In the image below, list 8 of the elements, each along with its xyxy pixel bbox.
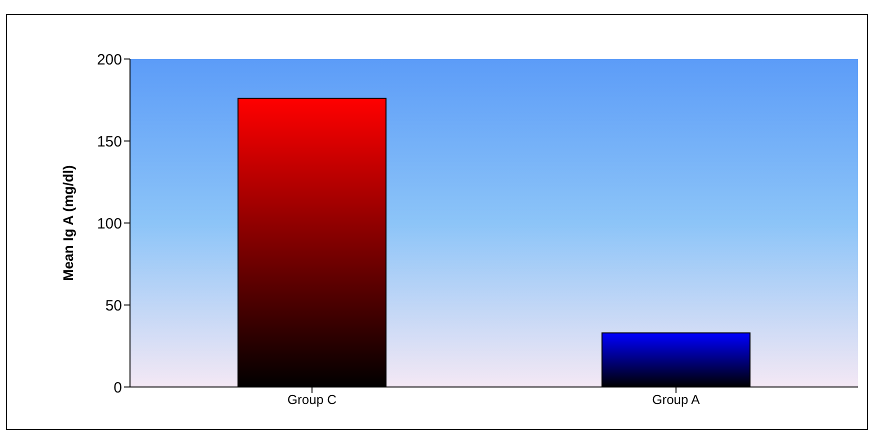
y-axis-title: Mean Ig A (mg/dl): [60, 165, 76, 281]
y-tick-label: 200: [96, 51, 122, 68]
x-tick-label: Group C: [287, 392, 337, 408]
y-tick-label: 100: [96, 215, 122, 232]
y-tick-label: 0: [114, 379, 122, 396]
y-tick-label: 50: [105, 297, 122, 314]
y-tick-label: 150: [96, 133, 122, 150]
x-tick-label: Group A: [652, 392, 700, 408]
